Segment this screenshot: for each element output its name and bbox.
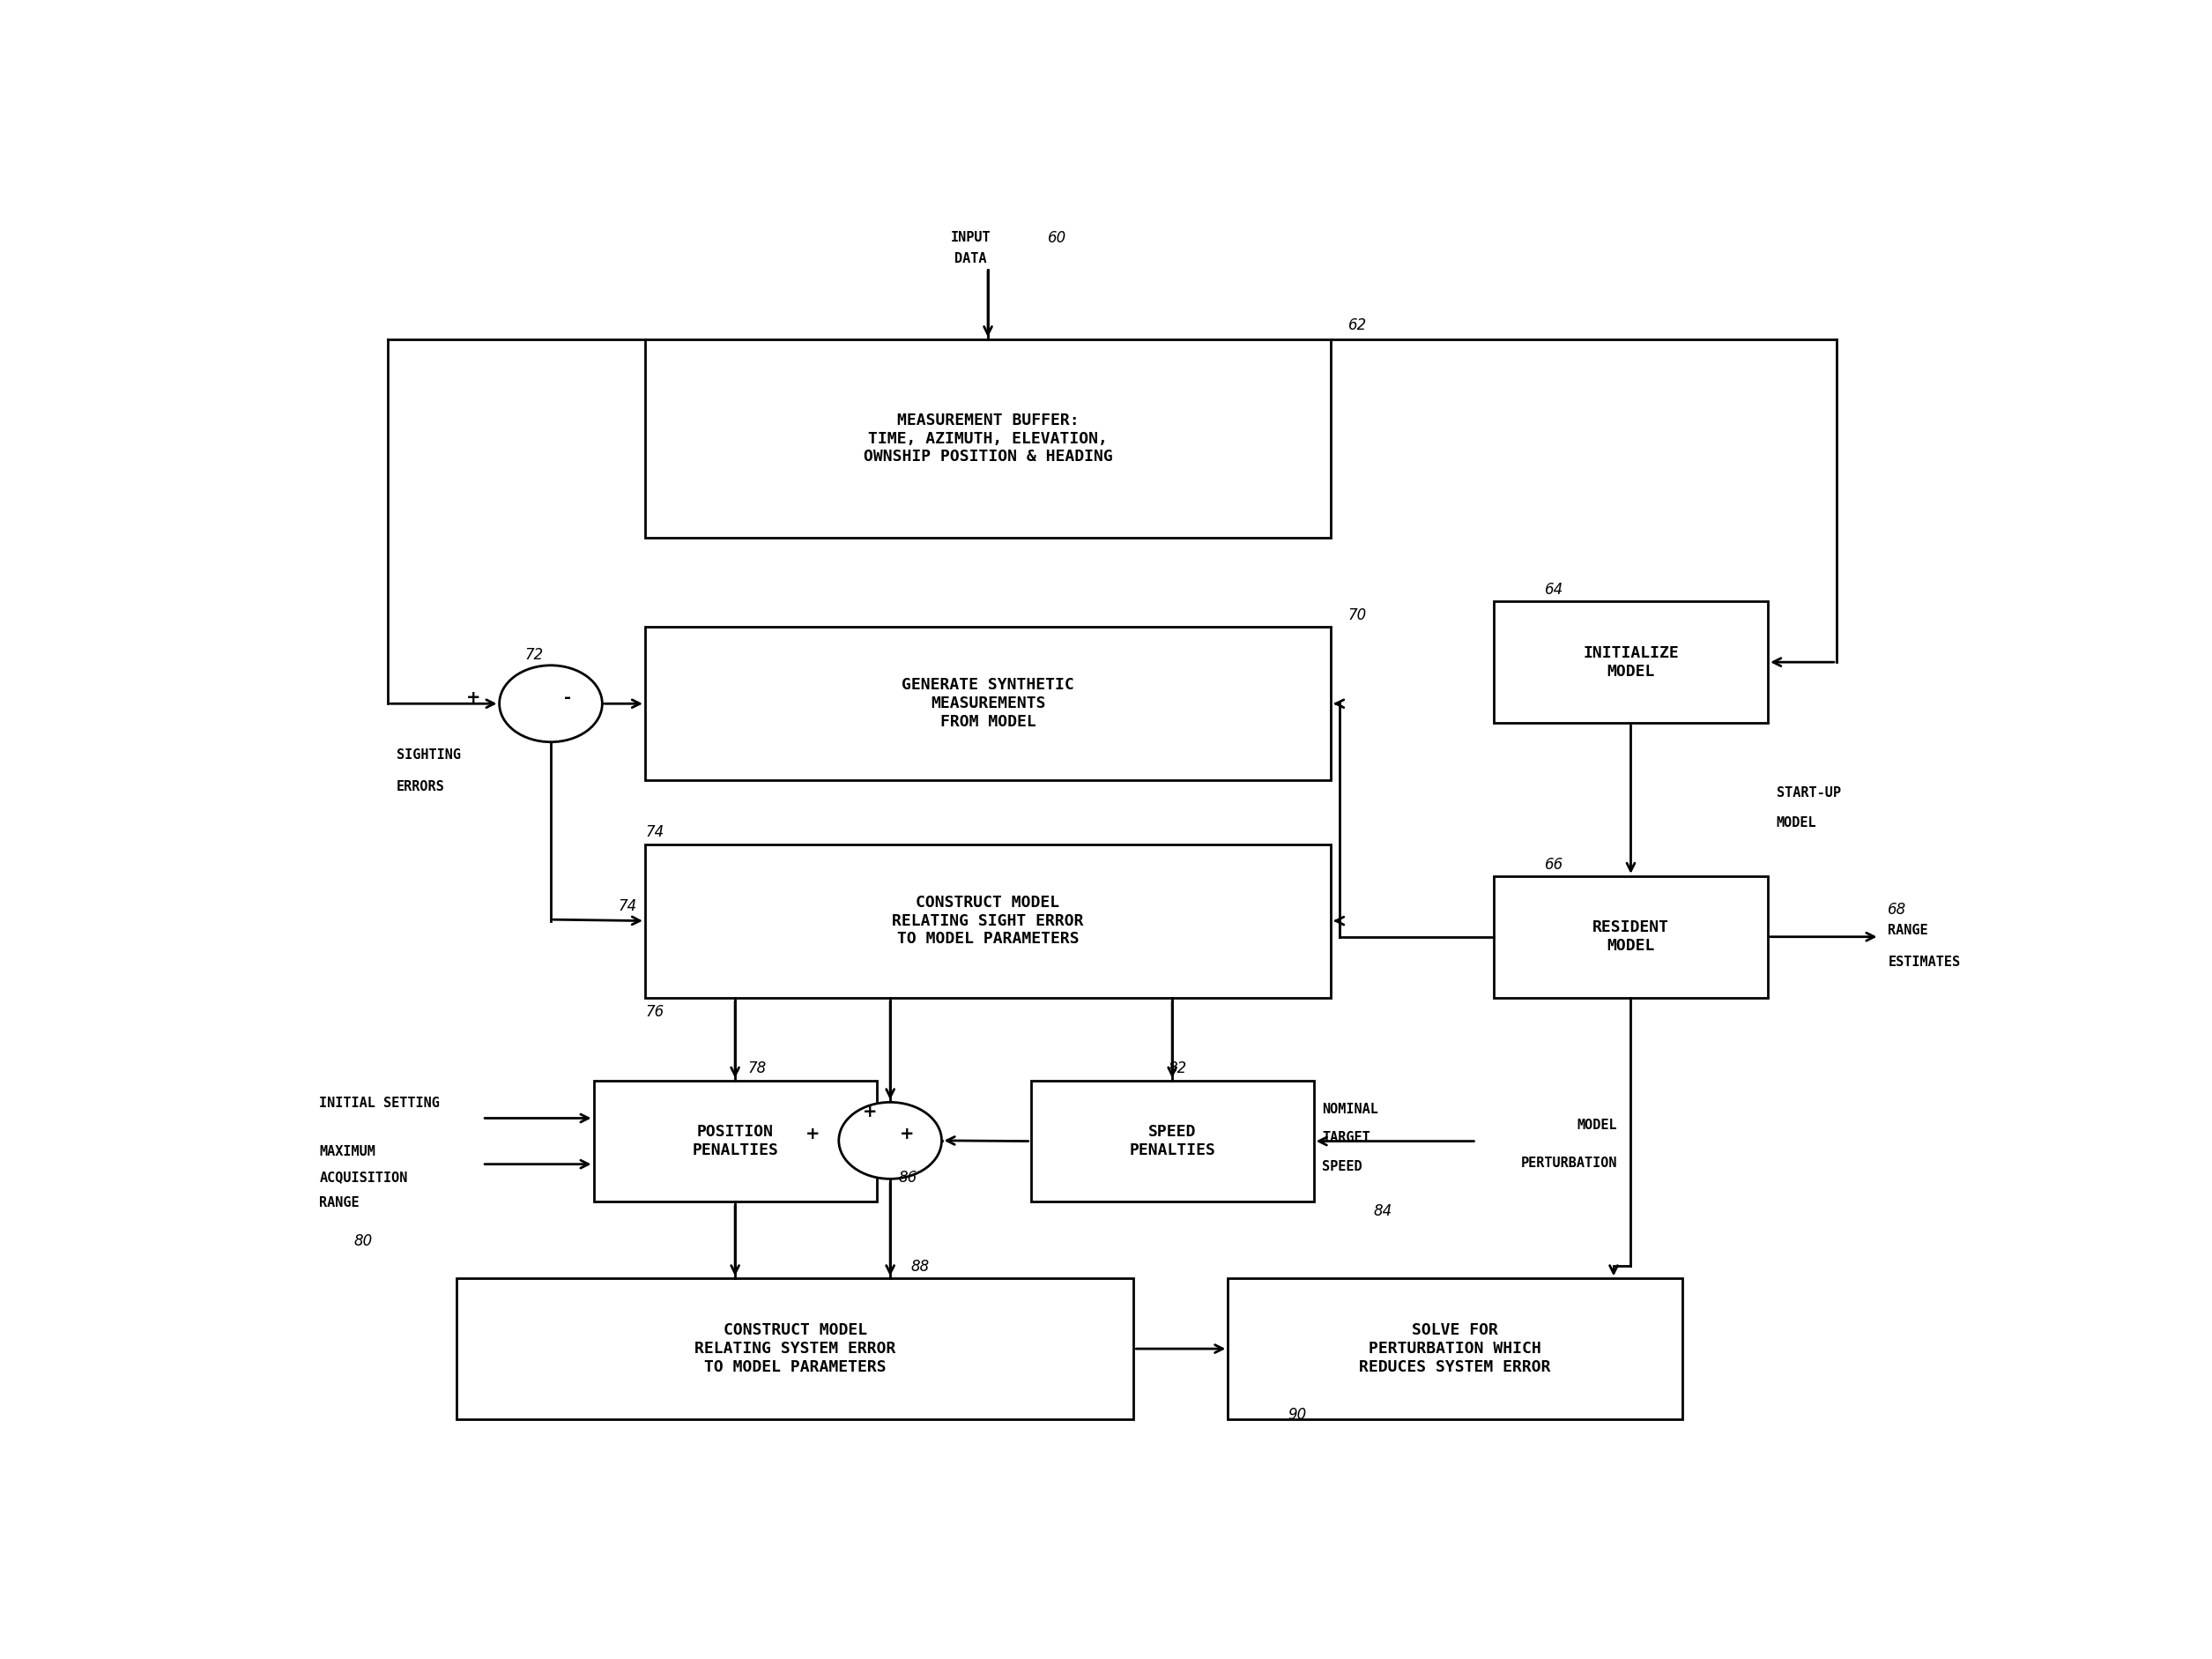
Text: 86: 86 [898, 1170, 918, 1185]
Text: +: + [900, 1126, 914, 1143]
Text: 62: 62 [1347, 317, 1367, 333]
Text: SOLVE FOR
PERTURBATION WHICH
REDUCES SYSTEM ERROR: SOLVE FOR PERTURBATION WHICH REDUCES SYS… [1358, 1322, 1551, 1375]
FancyBboxPatch shape [1031, 1080, 1314, 1201]
Text: MEASUREMENT BUFFER:
TIME, AZIMUTH, ELEVATION,
OWNSHIP POSITION & HEADING: MEASUREMENT BUFFER: TIME, AZIMUTH, ELEVA… [863, 413, 1113, 465]
Text: ESTIMATES: ESTIMATES [1887, 956, 1960, 969]
Text: RANGE: RANGE [319, 1196, 361, 1209]
Text: +: + [805, 1126, 821, 1143]
Text: CONSTRUCT MODEL
RELATING SIGHT ERROR
TO MODEL PARAMETERS: CONSTRUCT MODEL RELATING SIGHT ERROR TO … [891, 894, 1084, 947]
FancyBboxPatch shape [1493, 602, 1767, 723]
Text: RANGE: RANGE [1887, 924, 1929, 937]
Text: INITIALIZE
MODEL: INITIALIZE MODEL [1584, 645, 1679, 679]
Text: 74: 74 [646, 825, 664, 841]
Text: PERTURBATION: PERTURBATION [1520, 1156, 1617, 1170]
Text: SPEED
PENALTIES: SPEED PENALTIES [1128, 1125, 1214, 1158]
FancyBboxPatch shape [593, 1080, 876, 1201]
Text: 82: 82 [1168, 1060, 1186, 1077]
Text: 68: 68 [1887, 902, 1907, 917]
Text: 90: 90 [1287, 1407, 1307, 1423]
Text: 72: 72 [524, 647, 544, 664]
Text: 76: 76 [646, 1004, 664, 1020]
Text: POSITION
PENALTIES: POSITION PENALTIES [692, 1125, 779, 1158]
Text: +: + [863, 1105, 876, 1121]
Text: SPEED: SPEED [1323, 1160, 1363, 1173]
Circle shape [500, 665, 602, 742]
FancyBboxPatch shape [646, 627, 1332, 780]
Text: NOMINAL: NOMINAL [1323, 1103, 1378, 1117]
Text: RESIDENT
MODEL: RESIDENT MODEL [1593, 919, 1670, 954]
Text: START-UP: START-UP [1776, 786, 1840, 800]
Text: INITIAL SETTING: INITIAL SETTING [319, 1097, 440, 1110]
Text: CONSTRUCT MODEL
RELATING SYSTEM ERROR
TO MODEL PARAMETERS: CONSTRUCT MODEL RELATING SYSTEM ERROR TO… [695, 1322, 896, 1375]
Text: INPUT: INPUT [951, 231, 991, 244]
FancyBboxPatch shape [1493, 876, 1767, 997]
FancyBboxPatch shape [1228, 1279, 1683, 1418]
Text: TARGET: TARGET [1323, 1131, 1371, 1145]
Text: 70: 70 [1347, 607, 1367, 624]
Text: MAXIMUM: MAXIMUM [319, 1145, 376, 1158]
Text: 64: 64 [1544, 582, 1564, 597]
FancyBboxPatch shape [456, 1279, 1135, 1418]
Text: 74: 74 [617, 899, 637, 914]
Text: ERRORS: ERRORS [396, 780, 445, 793]
Text: 60: 60 [1048, 231, 1066, 246]
Text: ACQUISITION: ACQUISITION [319, 1170, 407, 1183]
Circle shape [838, 1102, 942, 1180]
Text: 66: 66 [1544, 856, 1564, 873]
Text: 78: 78 [748, 1060, 768, 1077]
Text: MODEL: MODEL [1577, 1118, 1617, 1131]
Text: -: - [564, 688, 571, 705]
Text: DATA: DATA [956, 252, 987, 265]
Text: 84: 84 [1374, 1203, 1391, 1219]
Text: GENERATE SYNTHETIC
MEASUREMENTS
FROM MODEL: GENERATE SYNTHETIC MEASUREMENTS FROM MOD… [902, 677, 1075, 730]
Text: SIGHTING: SIGHTING [396, 748, 460, 761]
Text: +: + [467, 688, 480, 705]
Text: 80: 80 [354, 1233, 372, 1249]
Text: MODEL: MODEL [1776, 816, 1816, 830]
FancyBboxPatch shape [646, 844, 1332, 997]
FancyBboxPatch shape [646, 340, 1332, 538]
Text: 88: 88 [911, 1259, 929, 1274]
